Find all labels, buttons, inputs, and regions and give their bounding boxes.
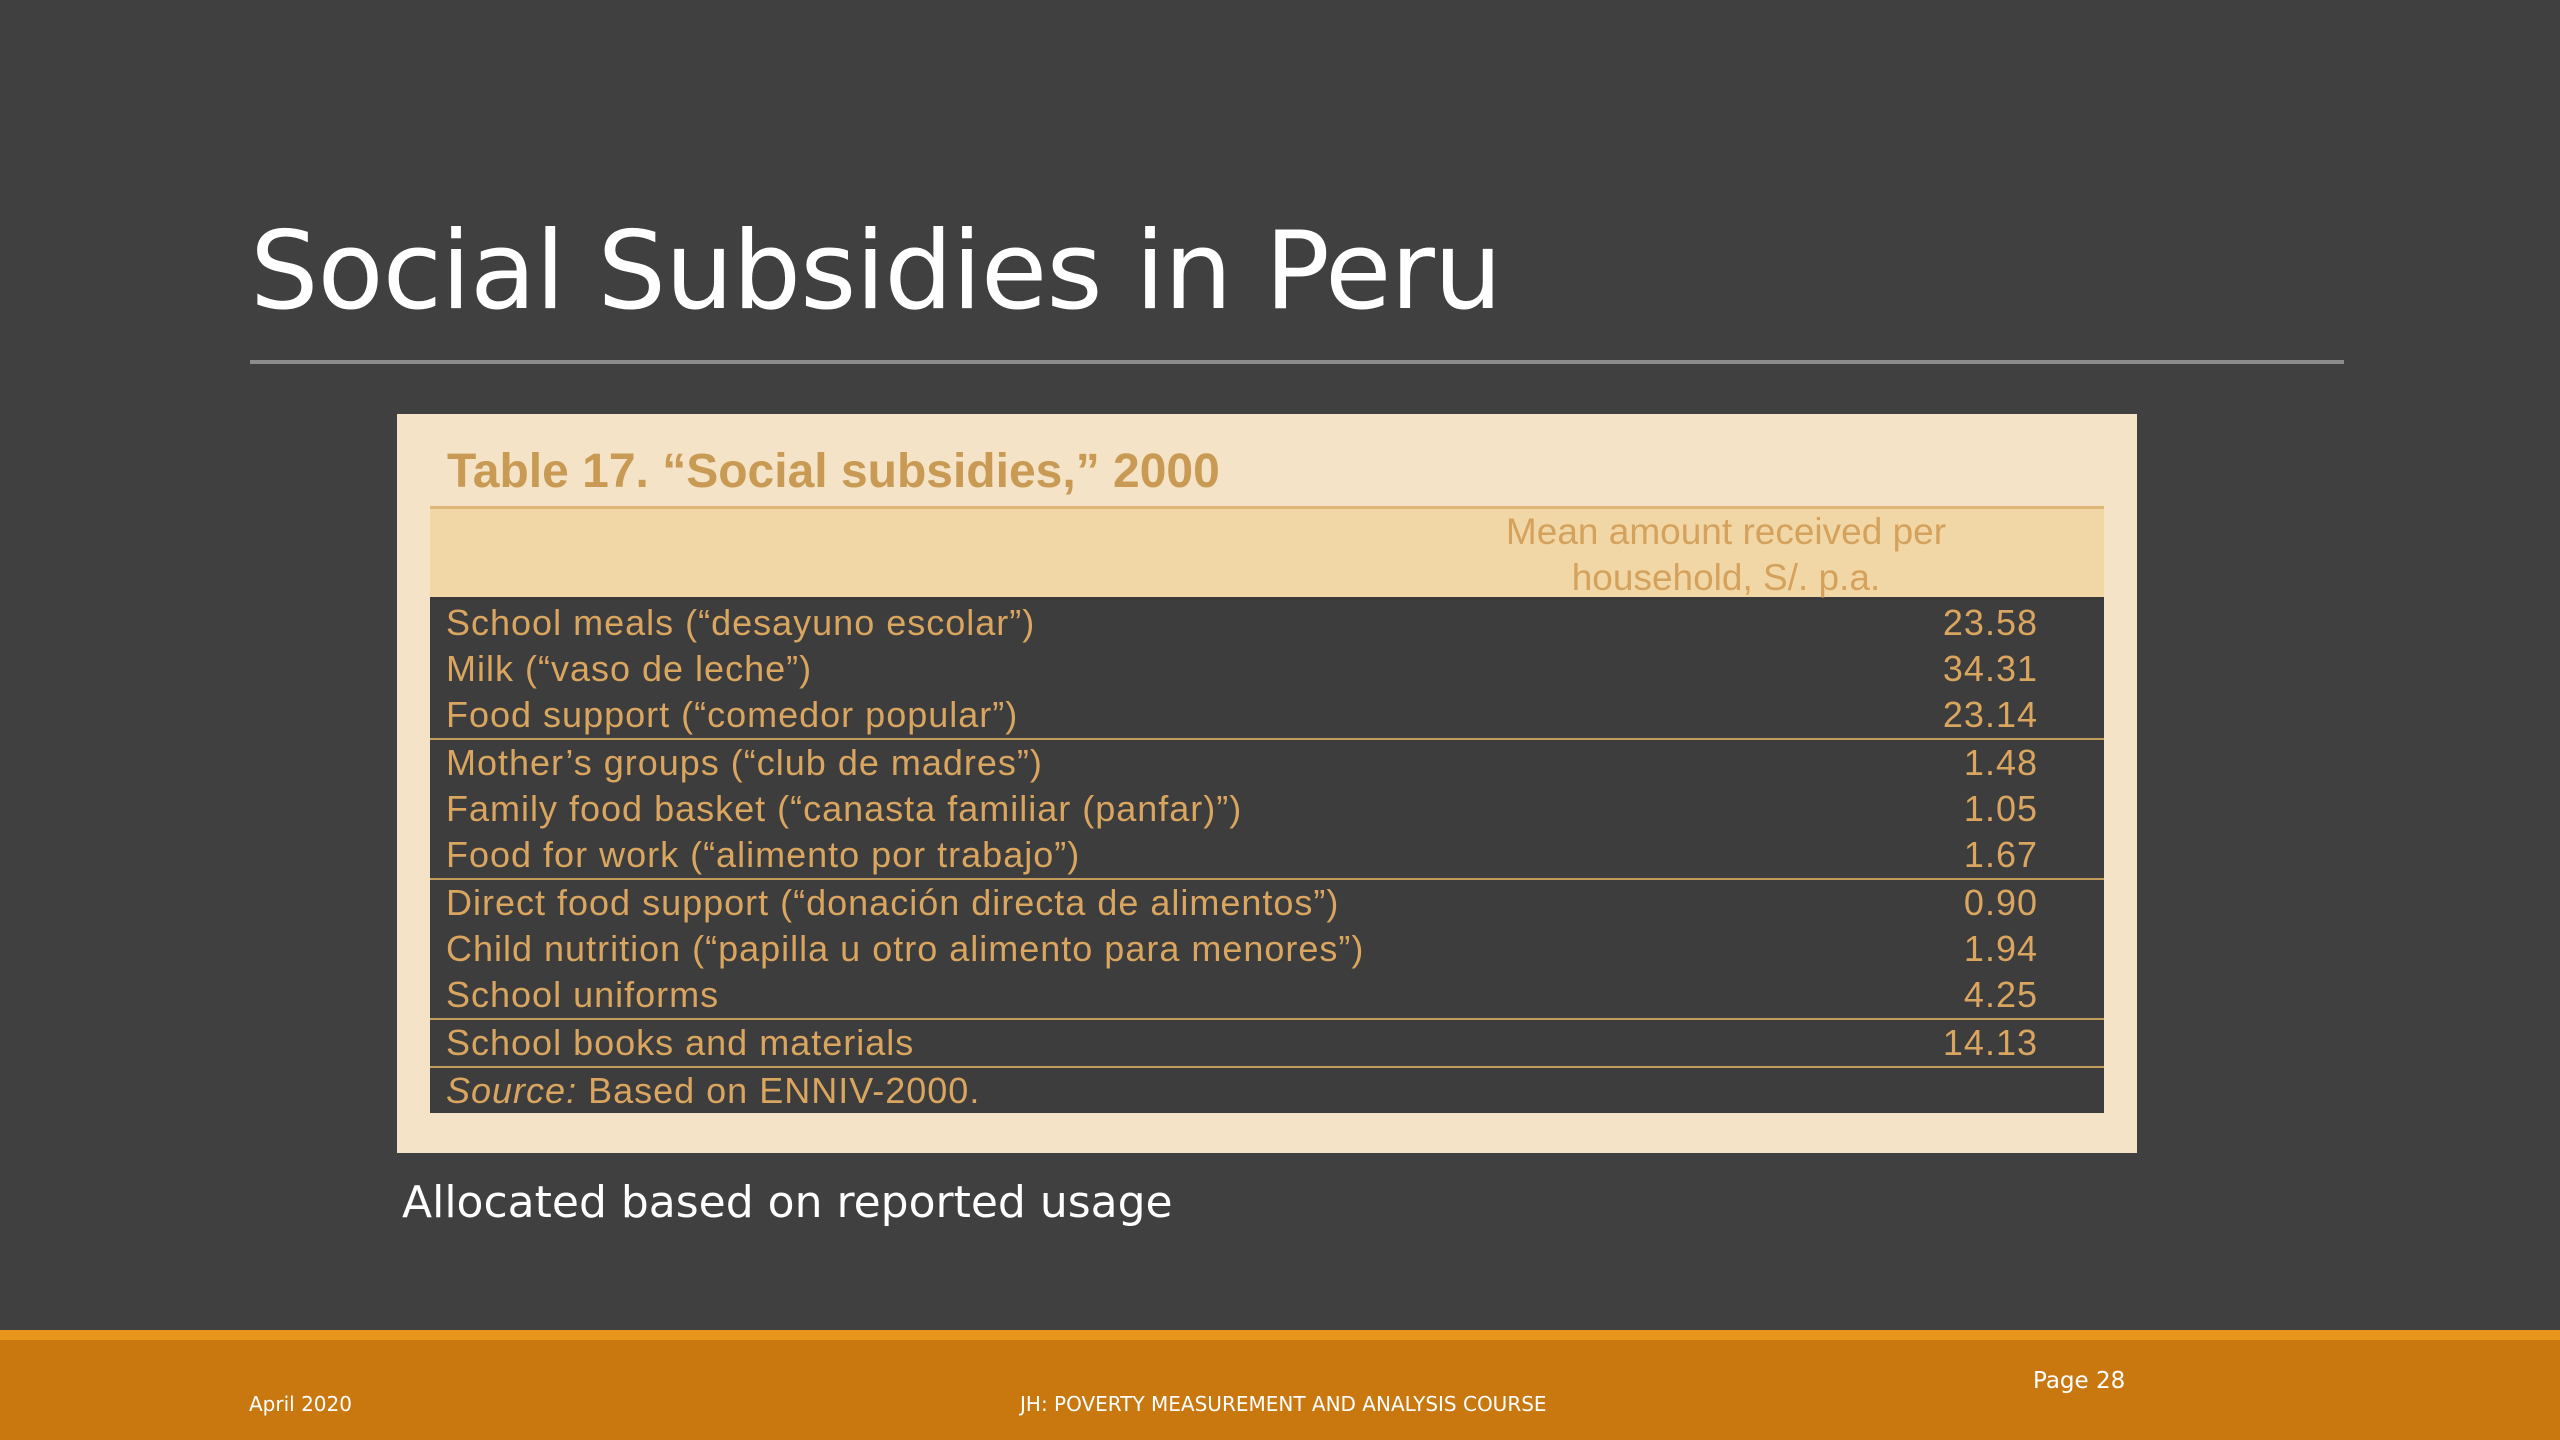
footer-bar: April 2020 JH: POVERTY MEASUREMENT AND A… [0, 1330, 2560, 1440]
row-label: Food support (“comedor popular”) [446, 694, 1019, 735]
table-row: School meals (“desayuno escolar”) 23.58 [430, 600, 2104, 646]
row-value: 1.48 [1963, 742, 2038, 783]
row-label: Direct food support (“donación directa d… [446, 882, 1340, 923]
footer-course-title: JH: POVERTY MEASUREMENT AND ANALYSIS COU… [1020, 1392, 1547, 1416]
slide-title: Social Subsidies in Peru [250, 209, 1502, 334]
row-label: Child nutrition (“papilla u otro aliment… [446, 928, 1365, 969]
table-row: Direct food support (“donación directa d… [430, 880, 2104, 926]
table-source-note: Source: Based on ENNIV-2000. [430, 1068, 2104, 1113]
caption-divider [430, 506, 2104, 509]
table-row: School uniforms 4.25 [430, 972, 2104, 1018]
table-row: School books and materials 14.13 [430, 1020, 2104, 1066]
source-label: Source: [446, 1069, 578, 1111]
row-value: 23.14 [1942, 694, 2038, 735]
row-label: Food for work (“alimento por trabajo”) [446, 834, 1081, 875]
row-value: 1.05 [1963, 788, 2038, 829]
title-divider [250, 360, 2344, 364]
table-caption: Table 17. “Social subsidies,” 2000 [447, 445, 1220, 498]
row-value: 1.67 [1963, 834, 2038, 875]
table-group: Mother’s groups (“club de madres”) 1.48 … [430, 740, 2104, 880]
row-label: Family food basket (“canasta familiar (p… [446, 788, 1243, 829]
column-header-line-1: Mean amount received per [1505, 511, 1947, 552]
row-label: School meals (“desayuno escolar”) [446, 602, 1036, 643]
source-text: Based on ENNIV-2000. [577, 1069, 981, 1111]
table-row: Food support (“comedor popular”) 23.14 [430, 692, 2104, 738]
row-label: Milk (“vaso de leche”) [446, 648, 813, 689]
row-value: 14.13 [1942, 1022, 2038, 1063]
column-header-line-2: household, S/. p.a. [1571, 557, 1881, 598]
row-value: 23.58 [1942, 602, 2038, 643]
row-label: School books and materials [446, 1022, 915, 1063]
table-image-panel: Table 17. “Social subsidies,” 2000 Mean … [397, 414, 2137, 1153]
table-row: Milk (“vaso de leche”) 34.31 [430, 646, 2104, 692]
table-row: Child nutrition (“papilla u otro aliment… [430, 926, 2104, 972]
table-header: Mean amount received per household, S/. … [430, 509, 2104, 600]
slide-subtitle: Allocated based on reported usage [402, 1177, 1173, 1228]
footer-date: April 2020 [249, 1392, 352, 1416]
table-body: School meals (“desayuno escolar”) 23.58 … [430, 600, 2104, 1113]
table-row: Mother’s groups (“club de madres”) 1.48 [430, 740, 2104, 786]
column-header: Mean amount received per household, S/. … [1426, 509, 2026, 601]
row-label: School uniforms [446, 974, 720, 1015]
table-row: Food for work (“alimento por trabajo”) 1… [430, 832, 2104, 878]
row-value: 34.31 [1942, 648, 2038, 689]
table-group: School meals (“desayuno escolar”) 23.58 … [430, 600, 2104, 740]
row-label: Mother’s groups (“club de madres”) [446, 742, 1043, 783]
row-value: 0.90 [1963, 882, 2038, 923]
table-group: School books and materials 14.13 [430, 1020, 2104, 1068]
table-row: Family food basket (“canasta familiar (p… [430, 786, 2104, 832]
page-number: Page 28 [2033, 1368, 2126, 1394]
row-value: 4.25 [1963, 974, 2038, 1015]
table-group: Direct food support (“donación directa d… [430, 880, 2104, 1020]
row-value: 1.94 [1963, 928, 2038, 969]
